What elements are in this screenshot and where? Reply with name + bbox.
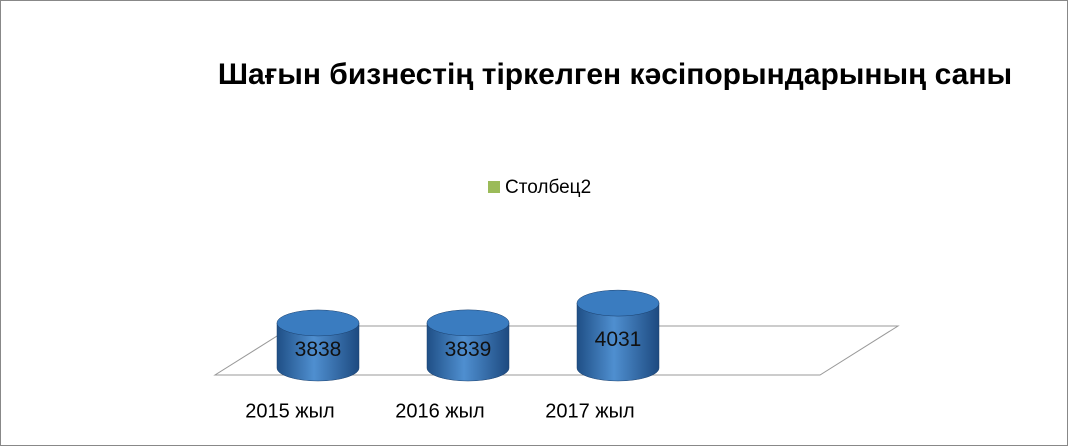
value-label: 4031 <box>595 328 642 351</box>
cylinder-top <box>426 309 510 337</box>
cylinder-body <box>576 302 660 382</box>
cylinder-body <box>426 322 510 382</box>
x-tick-label: 2016 жыл <box>395 400 484 422</box>
cylinder-body <box>276 322 360 382</box>
x-tick-label: 2015 жыл <box>245 400 334 422</box>
cylinder-top <box>576 289 660 317</box>
value-label: 3839 <box>445 338 492 361</box>
x-tick-label: 2017 жыл <box>545 400 634 422</box>
value-label: 3838 <box>295 338 342 361</box>
cylinder-top <box>276 309 360 337</box>
legend-swatch <box>488 181 500 193</box>
chart-title: Шағын бизнестің тіркелген кәсіпорындарын… <box>217 58 1013 91</box>
legend-label: Столбец2 <box>505 177 591 198</box>
